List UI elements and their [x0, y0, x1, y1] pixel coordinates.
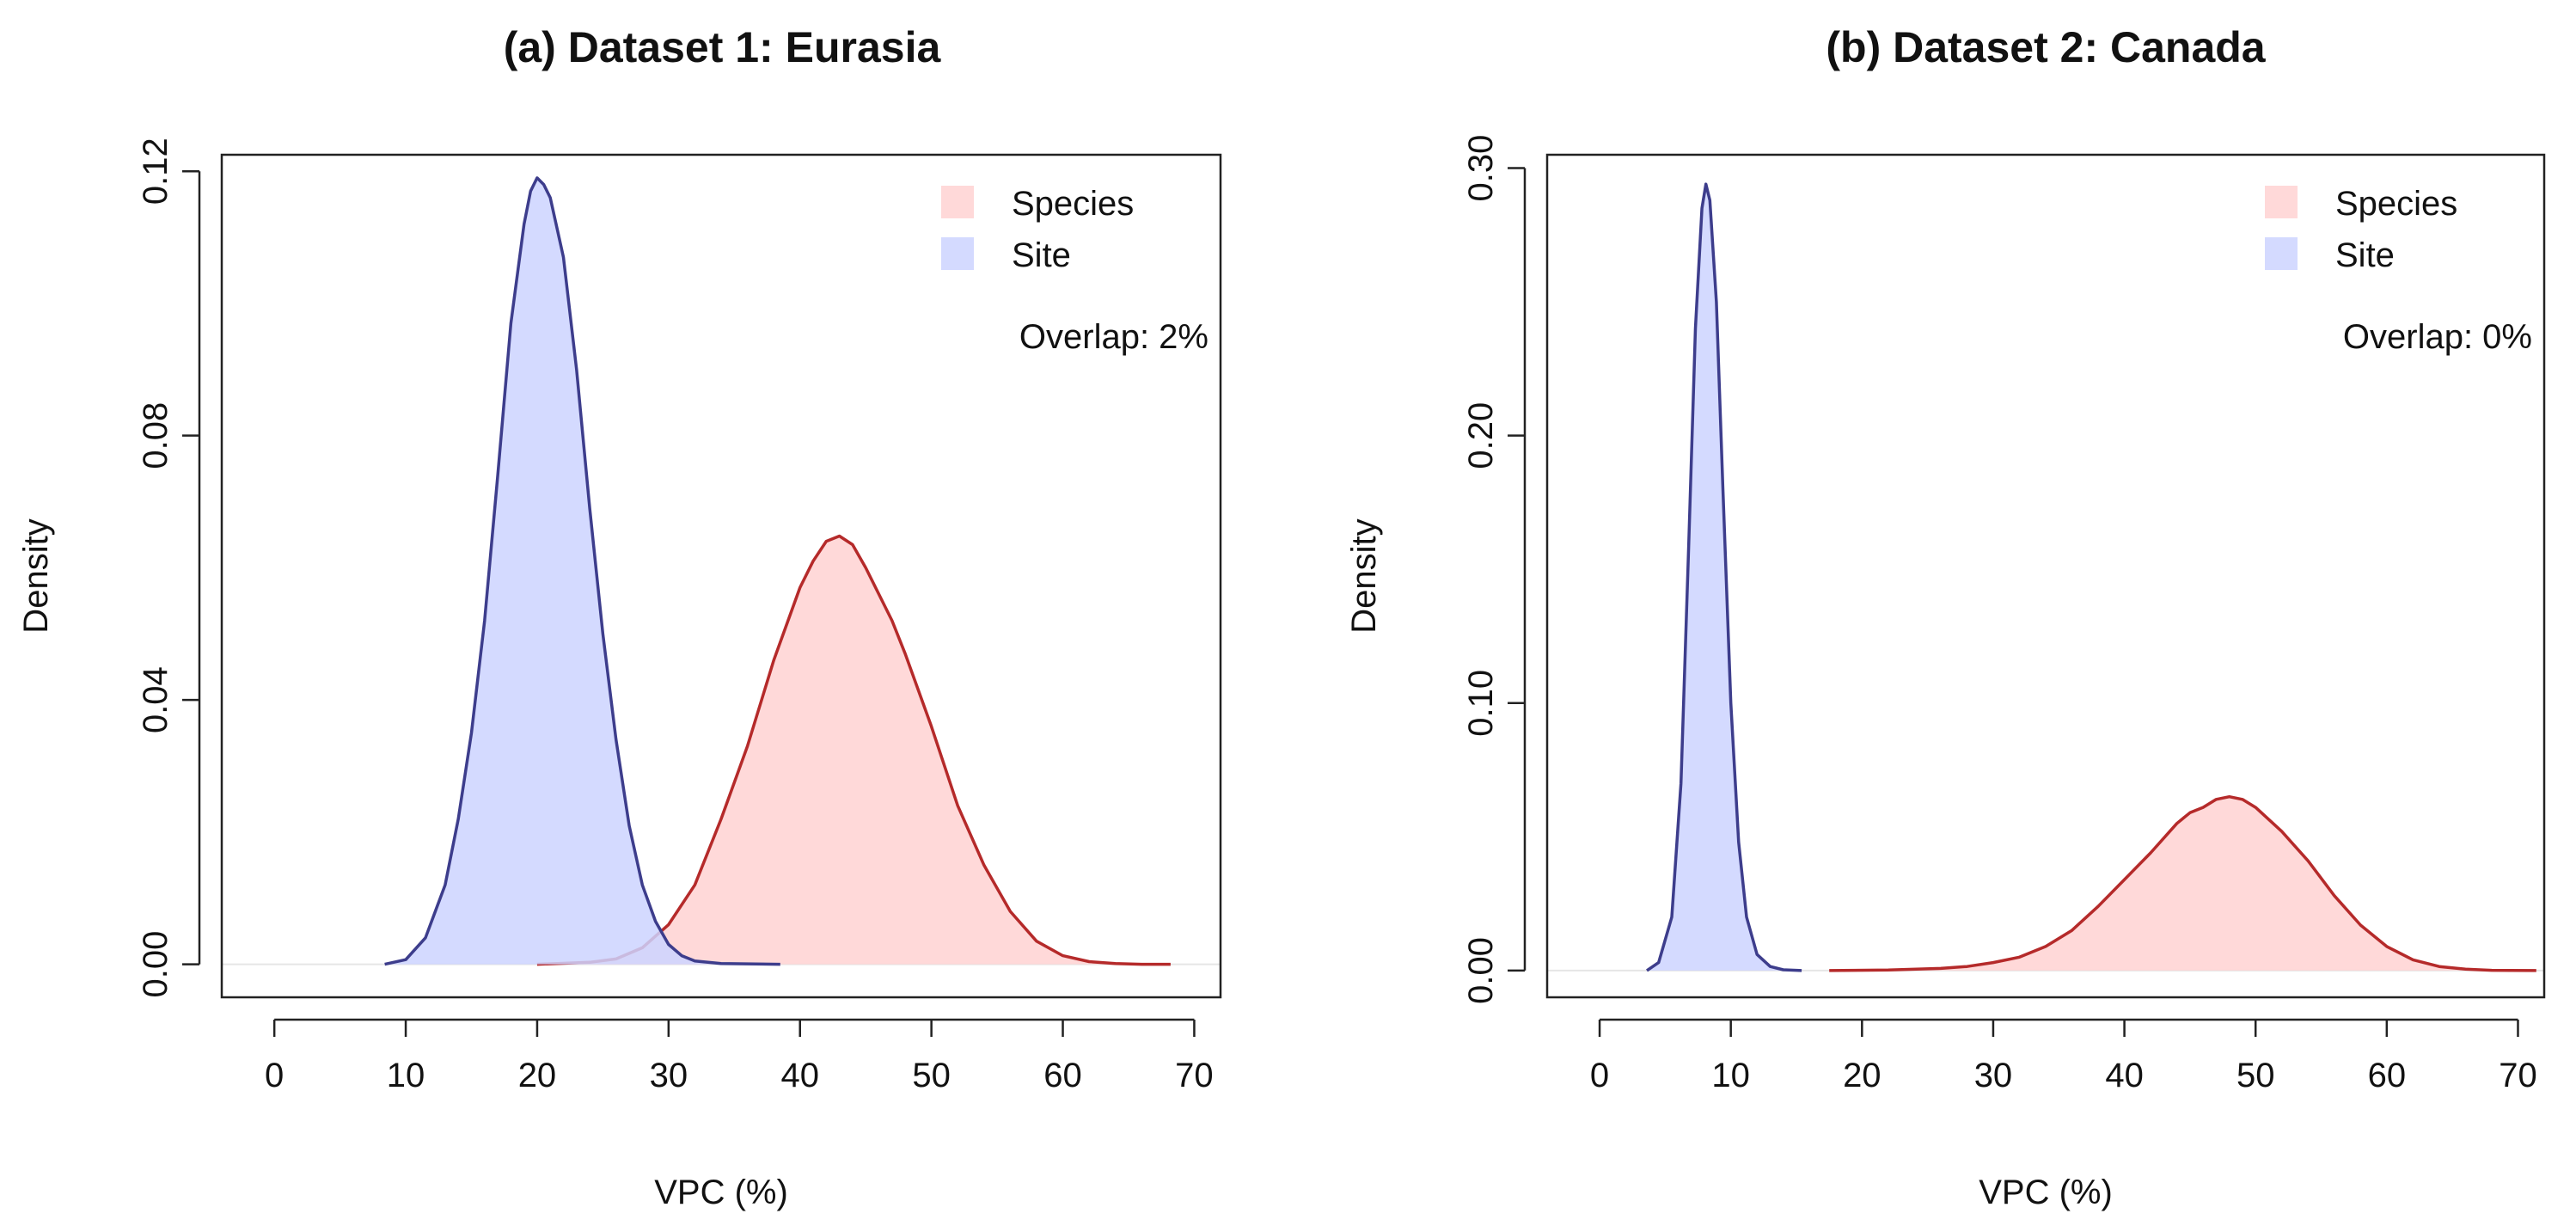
chart-b-legend-swatch-site: [2265, 237, 2298, 270]
chart-b-legend-swatch-species: [2265, 186, 2298, 218]
chart-b-x-tick-label: 70: [2499, 1057, 2537, 1094]
chart-b-y-tick-label: 0.30: [1462, 135, 1500, 202]
chart-a-overlap-annotation: Overlap: 2%: [1019, 318, 1208, 356]
chart-a-y-tick-label: 0.12: [137, 138, 174, 205]
panel-a: (a) Dataset 1: Eurasia 0 10 20 30 40 50 60 70 VPC…: [17, 23, 1222, 1211]
chart-b-title: (b) Dataset 2: Canada: [1826, 23, 2266, 71]
chart-b-y-axis-title: Density: [1345, 518, 1383, 633]
chart-a-x-tick-label: 40: [780, 1057, 819, 1094]
chart-a-x-tick-label: 30: [650, 1057, 688, 1094]
chart-b-x-axis-title: VPC (%): [1979, 1174, 2113, 1211]
chart-b-legend-label-species: Species: [2335, 185, 2457, 223]
chart-b-species-area: [1829, 796, 2536, 971]
chart-b-y-tick-label: 0.10: [1462, 670, 1500, 737]
chart-b-x-tick-label: 40: [2105, 1057, 2144, 1094]
chart-a-x-tick-label: 60: [1043, 1057, 1082, 1094]
chart-b-site-area: [1647, 184, 1802, 971]
chart-a-x-axis-title: VPC (%): [654, 1174, 788, 1211]
panel-b: (b) Dataset 2: Canada 0 10 20 30 40 50 60 70 VPC …: [1345, 23, 2546, 1211]
chart-a-x-tick-label: 50: [912, 1057, 951, 1094]
chart-a-x-tick-label: 70: [1175, 1057, 1214, 1094]
chart-a-title: (a) Dataset 1: Eurasia: [504, 23, 942, 71]
chart-a-species-area: [536, 536, 1171, 965]
chart-b-x-tick-label: 60: [2368, 1057, 2407, 1094]
chart-a-legend-swatch-site: [941, 237, 974, 270]
chart-a-legend-label-site: Site: [1012, 236, 1071, 274]
chart-b-y-tick-label: 0.20: [1462, 402, 1500, 469]
chart-b-x-tick-label: 50: [2236, 1057, 2275, 1094]
chart-a-site-line: [384, 176, 780, 966]
chart-a-site-area: [384, 177, 780, 965]
chart-a-legend-swatch-species: [941, 186, 974, 218]
chart-a-y-tick-label: 0.04: [137, 666, 174, 733]
chart-b-plot-frame: [1545, 153, 2546, 999]
chart-a-plot-frame: [220, 153, 1222, 999]
chart-a-x-tick-label: 10: [387, 1057, 425, 1094]
chart-b-species-line: [1829, 794, 2536, 972]
chart-a-y-tick-label: 0.08: [137, 402, 174, 469]
chart-a-x-tick-label: 20: [518, 1057, 557, 1094]
chart-b-x-tick-label: 30: [1974, 1057, 2013, 1094]
chart-a-y-tick-label: 0.00: [137, 931, 174, 998]
chart-b-x-tick-label: 0: [1590, 1057, 1609, 1094]
chart-b-y-tick-label: 0.00: [1462, 937, 1500, 1004]
chart-a-y-axis-title: Density: [17, 518, 55, 633]
chart-b-legend-label-site: Site: [2335, 236, 2395, 274]
chart-b-x-tick-label: 10: [1711, 1057, 1750, 1094]
chart-b-site-line: [1646, 182, 1802, 972]
chart-a-legend-label-species: Species: [1012, 185, 1134, 223]
chart-a-x-tick-label: 0: [265, 1057, 284, 1094]
chart-b-x-tick-label: 20: [1843, 1057, 1882, 1094]
chart-a-species-line: [536, 534, 1171, 966]
chart-b-overlap-annotation: Overlap: 0%: [2343, 318, 2532, 356]
